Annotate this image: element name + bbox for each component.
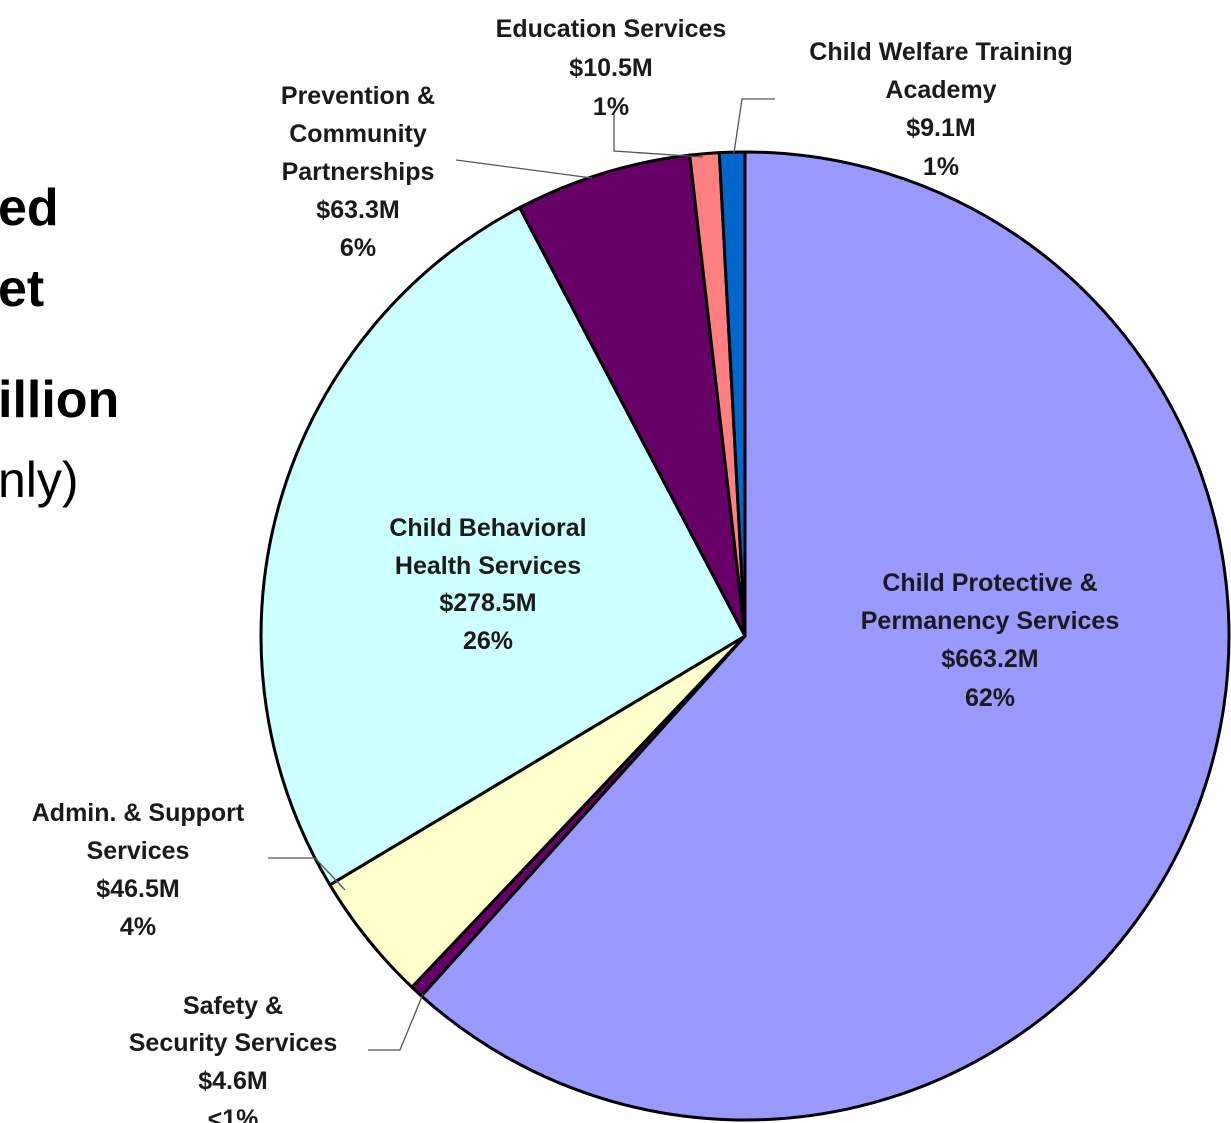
label-leader-lines — [268, 98, 775, 1051]
slice-label-child-welfare-training-academy-line-1: Child Welfare Training — [809, 38, 1072, 66]
slice-value-child-protective-permanency-services: $663.2M — [941, 645, 1038, 673]
slice-label-child-protective-permanency-services-line-1: Child Protective & — [882, 569, 1097, 597]
slice-value-child-behavioral-health-services: $278.5M — [439, 589, 536, 617]
slice-value-safety-security-services: $4.6M — [198, 1067, 267, 1095]
slice-label-child-welfare-training-academy-line-2: Academy — [885, 76, 996, 104]
pie-slice-child-protective-permanency-services — [419, 150, 1231, 1122]
side-text-line-3: illion — [0, 371, 120, 429]
leader-line-child-welfare-training-academy — [733, 98, 775, 154]
slice-label-prevention-community-partnerships-line-2: Community — [289, 120, 427, 148]
side-text-line-4: nly) — [0, 452, 79, 508]
pie-slice-child-welfare-training-academy — [717, 150, 747, 638]
slice-value-education-services: $10.5M — [569, 54, 652, 82]
slice-label-education-services-line-1: Education Services — [496, 15, 727, 43]
leader-line-admin-support-services — [268, 857, 346, 891]
slice-label-child-behavioral-health-services-line-2: Health Services — [395, 552, 581, 580]
slice-percent-child-welfare-training-academy: 1% — [923, 153, 959, 181]
slice-label-admin-support-services-line-2: Services — [87, 837, 190, 865]
slice-label-safety-security-services-line-2: Security Services — [129, 1029, 337, 1057]
slice-percent-safety-security-services: <1% — [208, 1105, 259, 1123]
slice-label-child-protective-permanency-services-line-2: Permanency Services — [861, 607, 1120, 635]
pie-slices — [259, 150, 1231, 1122]
slice-labels: Child Protective & Permanency Services $66… — [32, 15, 1120, 1123]
slice-percent-child-behavioral-health-services: 26% — [463, 627, 513, 655]
leader-line-education-services — [613, 114, 704, 158]
side-text-line-1: ed — [0, 179, 59, 237]
slice-label-prevention-community-partnerships-line-1: Prevention & — [281, 82, 435, 110]
slice-label-admin-support-services-line-1: Admin. & Support — [32, 799, 245, 827]
side-text-line-2: et — [0, 260, 45, 318]
slice-percent-child-protective-permanency-services: 62% — [965, 684, 1015, 712]
pie-slice-child-behavioral-health-services — [259, 206, 747, 887]
slice-label-prevention-community-partnerships-line-3: Partnerships — [282, 158, 435, 186]
slice-value-admin-support-services: $46.5M — [96, 875, 179, 903]
leader-line-prevention-community-partnerships — [455, 159, 593, 179]
slice-percent-prevention-community-partnerships: 6% — [340, 234, 376, 262]
slice-value-child-welfare-training-academy: $9.1M — [906, 114, 975, 142]
slice-label-safety-security-services-line-1: Safety & — [183, 992, 283, 1020]
slice-percent-admin-support-services: 4% — [120, 913, 156, 941]
slice-value-prevention-community-partnerships: $63.3M — [316, 196, 399, 224]
slice-label-child-behavioral-health-services-line-1: Child Behavioral — [389, 514, 586, 542]
leader-line-safety-security-services — [368, 993, 424, 1051]
slice-percent-education-services: 1% — [593, 93, 629, 121]
